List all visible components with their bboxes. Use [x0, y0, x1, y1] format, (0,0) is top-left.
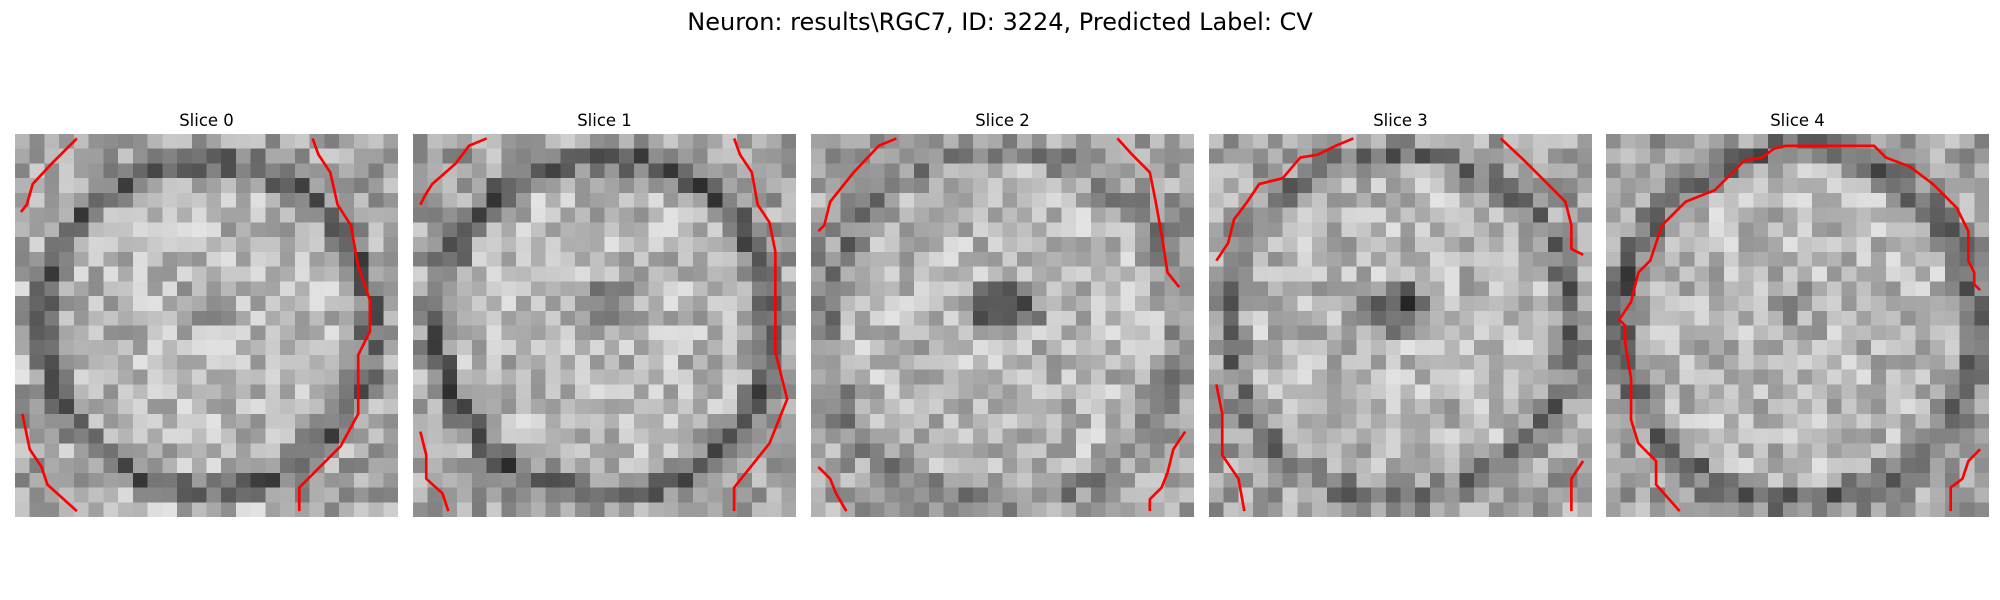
slice-title: Slice 1	[577, 111, 632, 130]
slice-image-4	[1606, 134, 1989, 517]
slice-title: Slice 4	[1770, 111, 1825, 130]
contour-line	[419, 431, 450, 512]
slice-title: Slice 3	[1373, 111, 1428, 130]
slice-panel-0: Slice 0	[15, 110, 398, 517]
contour-line	[297, 137, 372, 512]
contour-line	[1499, 137, 1584, 256]
pixel-grid	[15, 134, 398, 517]
contour-line	[1570, 460, 1585, 512]
pixel-grid	[1209, 134, 1592, 517]
contour-line	[732, 137, 789, 512]
contour-line	[419, 137, 488, 206]
slice-title: Slice 2	[975, 111, 1030, 130]
slice-panel-2: Slice 2	[811, 110, 1194, 517]
pixel-grid	[413, 134, 796, 517]
slice-panel-3: Slice 3	[1209, 110, 1592, 517]
figure-title: Neuron: results\RGC7, ID: 3224, Predicte…	[687, 8, 1313, 36]
slice-title: Slice 0	[179, 111, 234, 130]
pixel-grid	[811, 134, 1194, 517]
slice-image-2	[811, 134, 1194, 517]
contour-line	[21, 413, 78, 513]
contour-line	[1215, 137, 1354, 262]
slice-panel-4: Slice 4	[1606, 110, 1989, 517]
slice-image-0	[15, 134, 398, 517]
contour-line	[1949, 448, 1982, 512]
contour-line	[1215, 384, 1246, 512]
slice-image-3	[1209, 134, 1592, 517]
contour-line	[1116, 137, 1181, 289]
slice-image-1	[413, 134, 796, 517]
contour-line	[817, 465, 848, 512]
contour-line	[1148, 430, 1187, 512]
contour-line	[1617, 144, 1982, 512]
contour-line	[19, 137, 78, 213]
pixel-grid	[1606, 134, 1989, 517]
contour-line	[817, 137, 897, 233]
slice-panel-1: Slice 1	[413, 110, 796, 517]
